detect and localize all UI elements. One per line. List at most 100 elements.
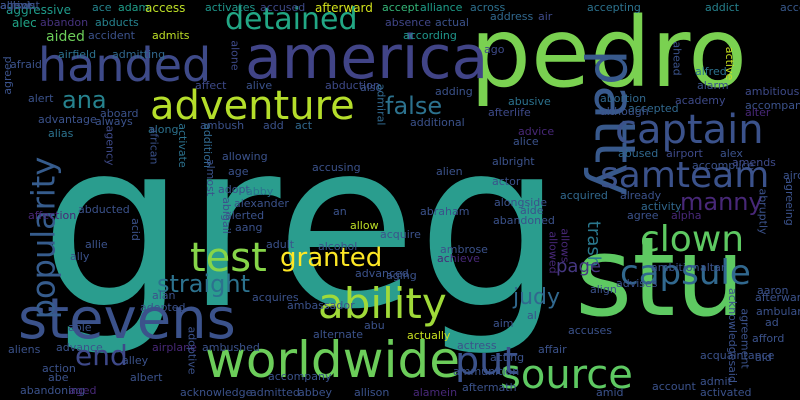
word: air [538,10,553,23]
word: access [145,1,186,15]
word: ambassador [287,299,355,312]
word: abortion [600,92,647,105]
word: aftermath [462,381,517,394]
word: actually [407,329,451,342]
word: alternate [313,328,363,341]
word: afford [752,332,785,345]
word: alec [12,16,37,30]
word: age [228,165,249,178]
word: page [556,256,601,277]
word: afterlife [488,106,531,119]
word: handed [38,38,212,92]
word: actual [435,16,469,29]
word: activist [0,0,40,12]
word: afterward [315,1,373,15]
word: test [190,235,267,281]
word: granted [280,243,383,273]
word: alive [246,79,273,92]
word: an [333,205,347,218]
word: abducted [78,203,130,216]
word: manny [680,188,763,216]
word: alpha [671,209,702,222]
word: aim [493,317,514,330]
word: aged [69,384,97,397]
word: samteam [600,155,770,196]
word: ana [62,86,107,114]
word: admit [700,375,732,388]
word: able [68,321,92,334]
word: admitted [250,386,300,399]
word: alias [48,127,74,140]
word: afraid [10,58,42,71]
word: alley [122,354,149,367]
word: accepts [780,1,800,14]
word: already [620,189,662,202]
word: abandoning [20,384,86,397]
word: add [263,119,284,132]
word: stevens [18,287,236,352]
word: ammunition [453,365,520,378]
word: address [490,10,534,23]
word: abbey [298,386,332,399]
word: afterwards [755,291,800,304]
word: abduction [325,79,380,92]
word: act [295,119,313,132]
word: abu [364,319,385,332]
word: alter [745,106,771,119]
word: advises [616,277,658,290]
word: stu [575,213,746,341]
word: america [245,23,489,93]
word: adult [266,238,295,251]
word: worldwide [205,331,460,389]
word: acknowledge [180,386,253,399]
word: straight [157,270,251,298]
word: abandon [40,16,89,29]
word: acquire [380,228,421,241]
word: alerted [225,209,265,222]
word: acquaintance [700,349,775,362]
word: across [470,1,506,14]
word: alice [513,135,539,148]
word: allowing [222,150,268,163]
word: ambushed [202,341,260,354]
word: allowed [546,231,560,274]
word: ace [92,1,112,14]
word: acquires [252,291,299,304]
word: activates [205,1,256,14]
word: aircraft [783,169,800,182]
word: academy [675,94,726,107]
word: aliens [8,343,41,356]
word: ambrose [440,243,488,256]
word: aided [46,29,85,45]
word: aang [235,221,263,234]
word: account [652,380,696,393]
word: accused [260,1,306,14]
word: aggressive [6,3,71,17]
word: false [385,92,443,120]
word: aid [755,351,772,364]
word: alexander [234,197,289,210]
word: advice [518,125,555,138]
word: alex [720,147,743,160]
word: alcohol [318,240,358,253]
word: allow [350,219,379,232]
word: always [95,115,133,128]
word: alien [436,165,463,178]
word: affection [28,209,77,222]
word: ambitious [745,85,800,98]
word: activity [641,200,682,213]
word: admiral [374,83,388,126]
word: accuses [568,324,613,337]
word: adopt [218,183,250,196]
word: alamein [413,386,458,399]
word: according [403,29,457,42]
word: affair [538,343,567,356]
word: abused [618,147,659,160]
word: ago [484,43,505,56]
word: adoptive [185,326,199,375]
word: acting [490,351,525,364]
word: source [500,352,633,398]
word: acid [128,218,142,241]
word: accident [88,29,135,42]
word: abandoned [493,214,555,227]
